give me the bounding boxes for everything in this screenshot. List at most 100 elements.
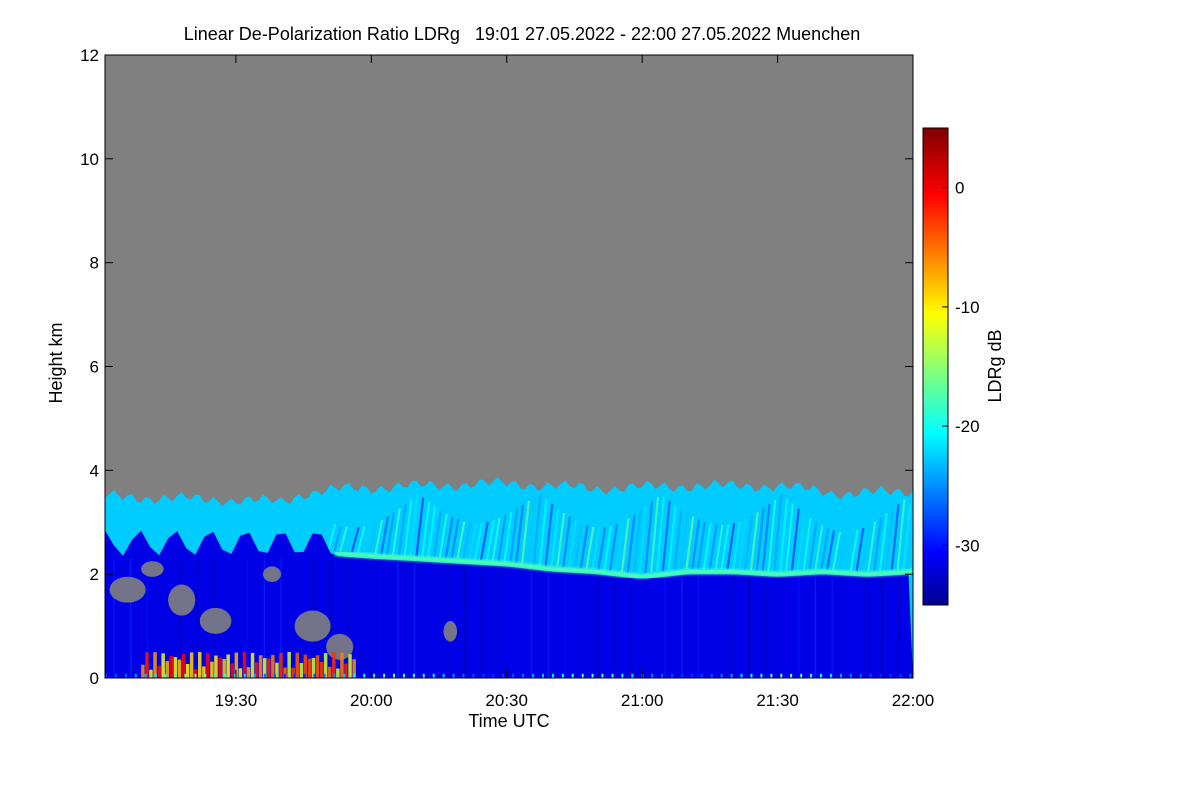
ground-speck — [909, 673, 912, 678]
ground-speck — [412, 673, 415, 678]
clutter-speck — [299, 663, 304, 678]
colorbar-tick-label: 0 — [955, 179, 964, 198]
fall-streak — [362, 524, 372, 554]
no-signal-gaps — [109, 561, 458, 660]
fall-streak — [884, 508, 894, 571]
clutter-speck — [295, 652, 299, 678]
surface-clutter — [105, 652, 912, 678]
clutter-speck — [230, 663, 234, 678]
clutter-speck — [348, 654, 352, 678]
ground-speck — [224, 673, 227, 678]
ground-speck — [402, 673, 405, 678]
clutter-speck — [149, 669, 153, 678]
ground-speck — [820, 673, 822, 678]
fall-streak — [878, 513, 888, 571]
fall-streak — [802, 517, 812, 570]
x-tick-label: 21:00 — [621, 691, 664, 710]
y-axis-label: Height km — [46, 322, 66, 403]
ground-speck — [859, 673, 862, 678]
x-tick-label: 20:00 — [350, 691, 393, 710]
ground-speck — [263, 673, 266, 678]
fall-streak — [667, 505, 677, 571]
x-axis-label: Time UTC — [468, 711, 549, 731]
fall-streak — [656, 496, 665, 572]
fall-streak — [650, 496, 660, 573]
ground-speck — [105, 673, 107, 678]
fall-streak — [374, 519, 384, 555]
ground-speck — [621, 673, 624, 678]
colorbar-tick-label: -30 — [955, 536, 980, 555]
fall-streak — [873, 517, 883, 571]
fall-streak — [820, 528, 830, 570]
fall-streak — [344, 526, 354, 553]
fall-streak — [702, 523, 712, 570]
ground-speck — [800, 673, 803, 678]
fall-streak — [902, 503, 912, 570]
fall-streak — [597, 526, 607, 571]
fall-streak — [368, 522, 378, 554]
clutter-speck — [258, 655, 263, 678]
ground-speck — [114, 673, 117, 678]
fall-streak — [585, 526, 595, 569]
clutter-speck — [181, 654, 186, 678]
fall-streak — [380, 516, 390, 555]
fall-streak — [767, 499, 777, 572]
ground-speck — [571, 673, 574, 678]
fall-streak — [732, 521, 742, 570]
fall-streak — [550, 508, 560, 567]
fall-streak — [532, 493, 542, 566]
fall-streak — [790, 508, 800, 571]
ground-speck — [839, 673, 842, 678]
ground-speck — [363, 673, 366, 678]
fall-streak — [391, 508, 401, 556]
ground-speck — [154, 673, 157, 678]
clutter-speck — [279, 652, 283, 678]
fall-streak — [591, 527, 601, 570]
fall-streak — [538, 498, 548, 566]
fall-streak — [350, 526, 360, 553]
ground-speck — [323, 673, 326, 678]
ground-speck — [452, 673, 455, 678]
fall-streak — [620, 518, 630, 573]
ground-speck — [849, 673, 852, 678]
ground-speck — [234, 673, 237, 678]
ground-speck — [194, 673, 197, 678]
y-axis: 0 2 4 6 8 10 12 — [80, 46, 913, 688]
x-tick-label: 21:30 — [756, 691, 799, 710]
ground-speck — [254, 673, 256, 678]
fall-streak — [327, 523, 337, 552]
fall-streak — [333, 525, 343, 552]
no-signal-gap — [199, 607, 232, 634]
fall-streak — [433, 510, 442, 558]
fall-streak — [386, 512, 395, 555]
fall-streak — [749, 512, 759, 571]
x-axis: 19:30 20:00 20:30 21:00 21:30 22:00 — [215, 55, 934, 710]
clutter-speck — [271, 654, 275, 678]
ground-speck — [393, 673, 395, 678]
fall-streak — [403, 498, 413, 556]
melting-layer-band — [335, 550, 913, 580]
plot-area — [105, 55, 913, 678]
clutter-speck — [145, 652, 149, 678]
clutter-speck — [153, 652, 157, 678]
clutter-speck — [287, 652, 291, 678]
clutter-speck — [328, 666, 332, 678]
ground-speck — [879, 673, 882, 678]
fall-streak — [708, 524, 718, 570]
fall-streaks — [327, 493, 912, 575]
no-signal-gap — [141, 561, 164, 577]
ground-speck — [601, 673, 604, 678]
fall-streak — [567, 520, 577, 568]
ground-speck — [512, 673, 515, 678]
fall-streak — [826, 530, 836, 570]
fall-streak — [661, 501, 671, 572]
fall-streak — [579, 525, 589, 569]
fall-streak — [444, 516, 454, 559]
ground-speck — [333, 673, 336, 678]
fall-streak — [796, 513, 806, 571]
clutter-speck — [344, 663, 348, 678]
ground-speck — [373, 673, 376, 678]
fall-streak — [626, 514, 636, 574]
fall-streak — [755, 508, 765, 571]
ground-speck — [780, 673, 783, 678]
